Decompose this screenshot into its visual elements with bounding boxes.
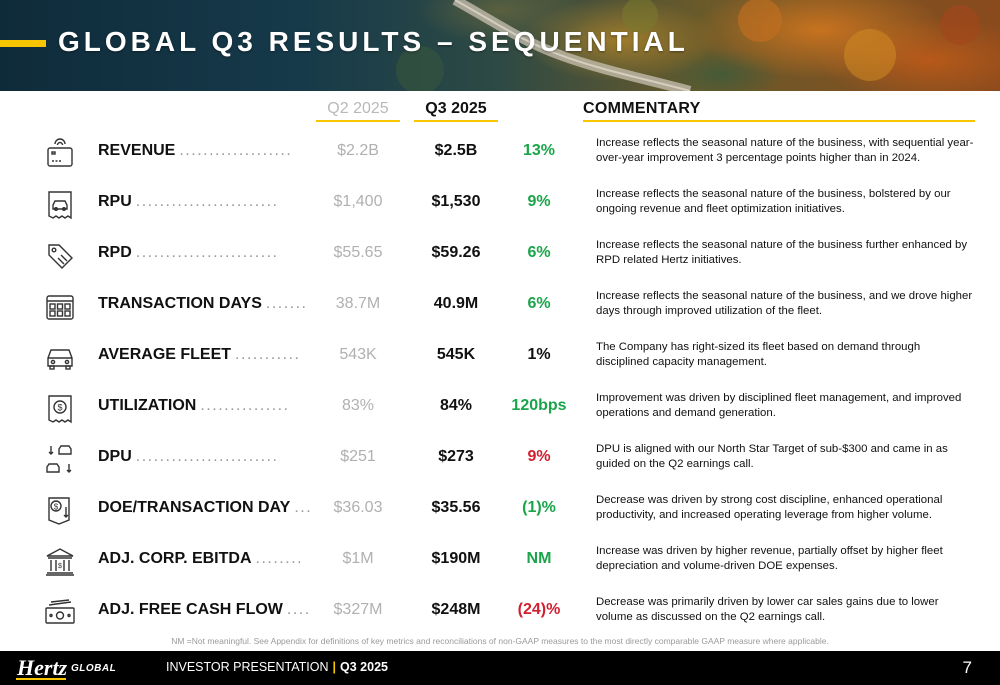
change-value: 13% (522, 142, 556, 159)
metric-row-revenue: REVENUE................... $2.2B $2.5B 1… (0, 132, 1000, 183)
q3-value: $248M (431, 601, 481, 618)
q3-value: $59.26 (431, 244, 481, 261)
price-tag-icon (42, 238, 78, 274)
footer-bar: Hertz GLOBAL INVESTOR PRESENTATION | Q3 20… (0, 651, 1000, 685)
footer-quarter: Q3 2025 (340, 660, 388, 674)
metric-row-adj-free-cash-flow: ADJ. FREE CASH FLOW.... $327M $248M (24)… (0, 591, 1000, 642)
presentation-name: INVESTOR PRESENTATION (166, 660, 329, 674)
commentary-text: Decrease was primarily driven by lower c… (596, 596, 939, 623)
q3-value: $35.56 (431, 499, 481, 516)
logo-underline (16, 678, 66, 680)
q2-value: $1,400 (333, 193, 383, 210)
title-accent-bar (0, 40, 46, 47)
metric-label: ADJ. FREE CASH FLOW.... (98, 601, 311, 618)
q3-value: $273 (438, 448, 474, 465)
column-header-q3: Q3 2025 (414, 100, 498, 122)
svg-text:$: $ (57, 403, 62, 413)
metric-label: TRANSACTION DAYS....... (98, 295, 308, 312)
dollar-receipt-icon: $ (42, 391, 78, 427)
car-receipt-icon (42, 187, 78, 223)
cost-receipt-icon: $ (42, 493, 78, 529)
metric-label: REVENUE................... (98, 142, 293, 159)
q3-value: $1,530 (431, 193, 481, 210)
change-value: NM (526, 550, 552, 567)
metric-label: DOE/TRANSACTION DAY... (98, 499, 313, 516)
commentary-text: Increase reflects the seasonal nature of… (596, 137, 974, 164)
metric-label: DPU........................ (98, 448, 279, 465)
change-value: 6% (527, 295, 551, 312)
change-value: 6% (527, 244, 551, 261)
q2-value: 38.7M (335, 295, 381, 312)
q3-value: 545K (436, 346, 476, 363)
car-depreciation-icon (42, 442, 78, 478)
metric-row-doe-transaction-day: $ DOE/TRANSACTION DAY... $36.03 $35.56 (… (0, 489, 1000, 540)
metric-row-rpu: RPU........................ $1,400 $1,53… (0, 183, 1000, 234)
q3-value: 40.9M (433, 295, 479, 312)
metric-row-adj-corp-ebitda: $ ADJ. CORP. EBITDA........ $1M $190M NM… (0, 540, 1000, 591)
svg-text:$: $ (54, 502, 59, 511)
q3-value: 84% (439, 397, 473, 414)
q2-value: $251 (340, 448, 376, 465)
metric-label: ADJ. CORP. EBITDA........ (98, 550, 304, 567)
footer-caption: INVESTOR PRESENTATION | Q3 2025 (166, 660, 388, 674)
change-value: (24)% (517, 601, 561, 618)
page-title: GLOBAL Q3 RESULTS – SEQUENTIAL (58, 26, 689, 57)
change-value: 9% (527, 193, 551, 210)
hertz-logo: Hertz (17, 655, 68, 680)
svg-text:$: $ (58, 563, 62, 570)
metric-row-average-fleet: AVERAGE FLEET........... 543K 545K 1% Th… (0, 336, 1000, 387)
q2-value: $1M (342, 550, 374, 567)
q3-value: $2.5B (434, 142, 478, 159)
cash-register-icon (42, 136, 78, 172)
commentary-text: Improvement was driven by disciplined fl… (596, 392, 962, 419)
q2-value: $2.2B (337, 142, 379, 159)
commentary-text: The Company has right-sized its fleet ba… (596, 341, 921, 368)
metric-row-rpd: RPD........................ $55.65 $59.2… (0, 234, 1000, 285)
commentary-text: Increase reflects the seasonal nature of… (596, 188, 951, 215)
metric-label: UTILIZATION............... (98, 397, 290, 414)
commentary-text: Decrease was driven by strong cost disci… (596, 494, 943, 521)
change-value: 120bps (511, 397, 567, 414)
q2-value: 543K (339, 346, 377, 363)
page-number: 7 (962, 658, 972, 677)
footnote: NM =Not meaningful. See Appendix for def… (171, 636, 829, 646)
cash-bills-icon (42, 595, 78, 631)
commentary-text: DPU is aligned with our North Star Targe… (596, 443, 948, 470)
column-header-commentary: COMMENTARY (583, 100, 975, 122)
change-value: (1)% (522, 499, 556, 516)
commentary-text: Increase reflects the seasonal nature of… (596, 290, 973, 317)
metric-label: AVERAGE FLEET........... (98, 346, 301, 363)
bank-building-icon: $ (42, 544, 78, 580)
hertz-logo-global: GLOBAL (71, 663, 117, 674)
q2-value: $327M (333, 601, 383, 618)
commentary-text: Increase reflects the seasonal nature of… (596, 239, 968, 266)
metric-row-transaction-days: TRANSACTION DAYS....... 38.7M 40.9M 6% I… (0, 285, 1000, 336)
q2-value: $36.03 (333, 499, 383, 516)
metric-label: RPD........................ (98, 244, 279, 261)
q3-value: $190M (431, 550, 481, 567)
calendar-grid-icon (42, 289, 78, 325)
q2-value: $55.65 (333, 244, 383, 261)
metric-row-utilization: $ UTILIZATION............... 83% 84% 120… (0, 387, 1000, 438)
change-value: 1% (527, 346, 551, 363)
car-front-icon (42, 340, 78, 376)
column-header-q2: Q2 2025 (316, 100, 400, 122)
footer-separator: | (332, 660, 337, 674)
commentary-text: Increase was driven by higher revenue, p… (596, 545, 943, 572)
q2-value: 83% (341, 397, 375, 414)
metric-label: RPU........................ (98, 193, 279, 210)
change-value: 9% (527, 448, 551, 465)
metric-row-dpu: DPU........................ $251 $273 9%… (0, 438, 1000, 489)
